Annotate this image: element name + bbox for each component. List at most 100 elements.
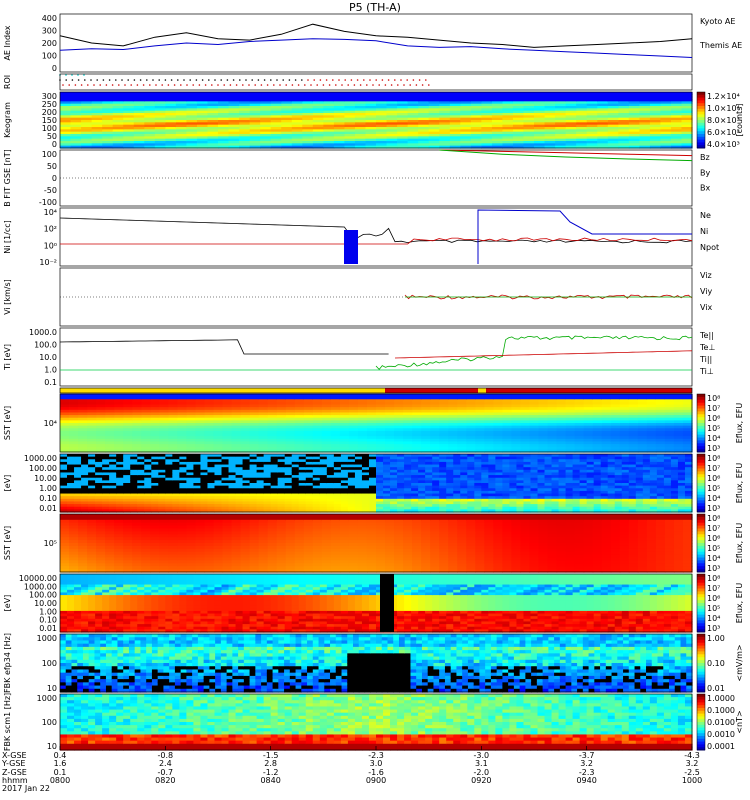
heatmap-cell-esa_e	[502, 454, 511, 458]
heatmap-cell-esa_e	[446, 480, 454, 484]
heatmap-cell-sst_e	[574, 430, 585, 435]
heatmap-cell-esa_e	[221, 493, 230, 497]
heatmap-cell-sst_e	[267, 420, 278, 424]
heatmap-cell-esa_e	[81, 477, 89, 481]
heatmap-cell-keogram	[260, 120, 272, 123]
heatmap-cell-sst_e	[366, 433, 377, 437]
heatmap-cell-keogram	[249, 96, 261, 100]
heatmap-cell-sst_e	[267, 441, 278, 445]
heatmap-cell-esa_e	[354, 488, 363, 492]
heatmap-cell-keogram	[218, 145, 230, 149]
heatmap-cell-sst_e	[105, 420, 115, 424]
heatmap-cell-esa_e	[256, 498, 265, 503]
heatmap-cell-esa_e	[60, 454, 68, 458]
heatmap-cell-esa_e	[123, 498, 131, 503]
heatmap-cell-sst_e	[150, 394, 160, 398]
heatmap-cell-keogram	[670, 143, 683, 147]
heatmap-cell-sst_e	[204, 407, 215, 411]
heatmap-cell-esa_e	[312, 483, 321, 487]
heatmap-cell-keogram	[196, 99, 209, 102]
heatmap-cell-sst_e	[583, 436, 594, 440]
heatmap-cell-sst_e	[294, 401, 305, 406]
heatmap-cell-sst_e	[312, 423, 323, 427]
heatmap-cell-keogram	[270, 124, 282, 128]
heatmap-cell-keogram	[628, 134, 640, 137]
heatmap-cell-keogram	[670, 96, 683, 100]
heatmap-cell-sst_e	[538, 399, 549, 403]
heatmap-cell-keogram	[302, 145, 314, 149]
roi-dot	[173, 84, 176, 86]
heatmap-cell-keogram	[344, 113, 356, 116]
heatmap-cell-keogram	[523, 136, 535, 140]
heatmap-cell-keogram	[449, 122, 461, 126]
heatmap-cell-esa_e	[404, 475, 412, 479]
heatmap-cell-esa_e	[60, 485, 68, 489]
heatmap-cell-esa_e	[383, 501, 391, 505]
heatmap-cell-sst_e	[619, 394, 630, 398]
heatmap-cell-sst_e	[285, 401, 296, 406]
heatmap-cell-sst_e	[475, 428, 485, 432]
heatmap-cell-sst_e	[204, 441, 215, 445]
heatmap-cell-sst_e	[204, 430, 215, 435]
heatmap-cell-sst_e	[168, 396, 178, 400]
heatmap-cell-sst_e	[195, 446, 206, 450]
heatmap-cell-sst_e	[385, 409, 395, 414]
heatmap-cell-esa_e	[530, 483, 539, 487]
heatmap-cell-sst_e	[520, 436, 531, 440]
heatmap-cell-keogram	[460, 136, 472, 140]
heatmap-cell-keogram	[544, 117, 556, 121]
heatmap-cell-sst_e	[267, 399, 278, 403]
heatmap-cell-esa_e	[509, 501, 518, 505]
heatmap-cell-sst_e	[637, 401, 648, 406]
heatmap-cell-esa_e	[516, 480, 525, 484]
heatmap-cell-keogram	[81, 141, 93, 144]
heatmap-cell-sst_e	[493, 441, 503, 445]
heatmap-cell-esa_e	[530, 472, 539, 476]
heatmap-cell-sst_e	[357, 433, 368, 437]
heatmap-cell-sst_e	[520, 415, 531, 419]
heatmap-cell-esa_e	[516, 504, 525, 508]
heatmap-cell-esa_e	[354, 464, 363, 468]
heatmap-cell-esa_e	[551, 504, 560, 508]
heatmap-cell-esa_e	[88, 488, 96, 492]
heatmap-cell-sst_e	[204, 399, 215, 403]
heatmap-cell-esa_e	[432, 498, 440, 503]
roi-dot	[139, 79, 142, 81]
heatmap-cell-sst_e	[637, 407, 648, 411]
heatmap-cell-esa_e	[635, 469, 644, 474]
heatmap-cell-esa_e	[418, 496, 426, 500]
heatmap-cell-keogram	[270, 113, 282, 116]
heatmap-cell-esa_e	[481, 477, 489, 481]
heatmap-cell-esa_e	[214, 454, 223, 458]
heatmap-cell-keogram	[312, 99, 324, 102]
heatmap-cell-esa_e	[614, 490, 623, 495]
heatmap-cell-esa_e	[277, 493, 286, 497]
heatmap-cell-keogram	[354, 96, 367, 100]
heatmap-cell-keogram	[365, 113, 377, 116]
heatmap-cell-sst_e	[249, 438, 260, 443]
heatmap-cell-sst_e	[186, 412, 197, 416]
heatmap-cell-esa_e	[565, 496, 574, 500]
heatmap-cell-sst_e	[493, 428, 503, 432]
heatmap-cell-keogram	[639, 94, 651, 98]
heatmap-cell-sst_e	[439, 412, 449, 416]
heatmap-cell-sst_e	[475, 401, 485, 406]
heatmap-cell-sst_e	[673, 399, 684, 403]
heatmap-cell-esa_e	[509, 469, 518, 474]
heatmap-cell-esa_e	[312, 496, 321, 500]
heatmap-cell-esa_e	[186, 461, 195, 466]
heatmap-cell-esa_e	[467, 456, 475, 460]
heatmap-cell-sst_e	[114, 430, 124, 435]
heatmap-cell-keogram	[312, 136, 324, 140]
heatmap-cell-sst_e	[601, 420, 612, 424]
heatmap-cell-sst_e	[385, 417, 395, 421]
heatmap-cell-esa_e	[474, 488, 482, 492]
heatmap-cell-esa_e	[270, 461, 279, 466]
heatmap-cell-esa_e	[270, 475, 279, 479]
heatmap-cell-esa_e	[340, 464, 349, 468]
heatmap-cell-esa_e	[165, 498, 173, 503]
heatmap-cell-sst_e	[394, 436, 404, 440]
heatmap-cell-sst_e	[520, 420, 531, 424]
heatmap-cell-keogram	[628, 92, 640, 95]
heatmap-cell-sst_e	[655, 423, 666, 427]
